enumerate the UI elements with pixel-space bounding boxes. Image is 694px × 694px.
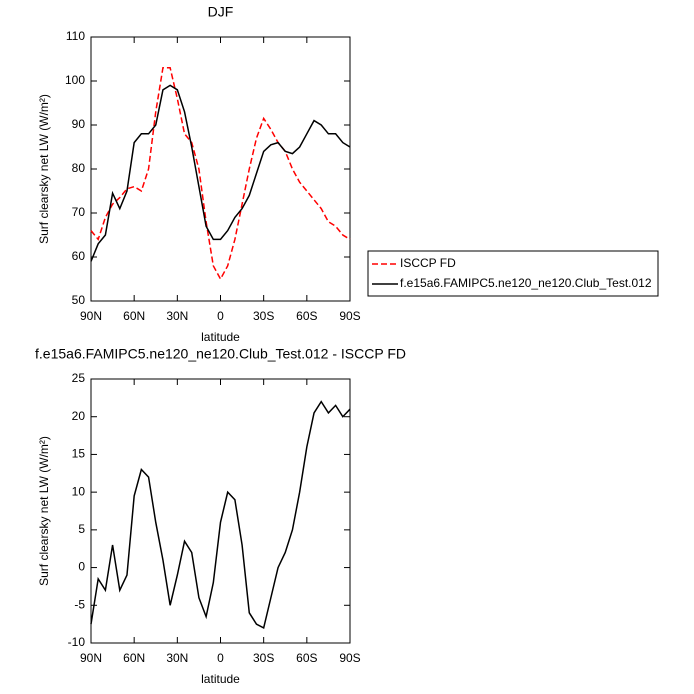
x-tick-label: 90S <box>339 651 360 665</box>
legend-label: f.e15a6.FAMIPC5.ne120_ne120.Club_Test.01… <box>400 276 652 290</box>
y-tick-label: 50 <box>72 293 86 307</box>
plot-frame <box>90 36 351 302</box>
y-tick-label: 20 <box>72 409 86 423</box>
legend-box <box>367 250 659 297</box>
y-tick-label: 0 <box>78 560 85 574</box>
x-axis-label: latitude <box>201 330 240 344</box>
y-tick-label: 10 <box>72 484 86 498</box>
x-tick-label: 90N <box>80 651 102 665</box>
x-tick-label: 0 <box>217 651 224 665</box>
y-tick-label: -10 <box>68 635 86 649</box>
chart-title: DJF <box>208 4 234 20</box>
x-tick-label: 30N <box>166 651 188 665</box>
y-tick-label: 60 <box>72 249 86 263</box>
x-tick-label: 90S <box>339 309 360 323</box>
chart-title: f.e15a6.FAMIPC5.ne120_ne120.Club_Test.01… <box>35 346 406 362</box>
y-tick-label: 15 <box>72 447 86 461</box>
y-tick-label: 110 <box>66 29 85 43</box>
x-tick-label: 0 <box>217 309 224 323</box>
x-tick-label: 60N <box>123 309 145 323</box>
x-tick-label: 30N <box>166 309 188 323</box>
y-tick-label: 100 <box>65 73 85 87</box>
legend-label: ISCCP FD <box>400 256 456 270</box>
data-line <box>90 84 351 262</box>
y-axis-label: Surf clearsky net LW (W/m²) <box>37 436 51 586</box>
y-tick-label: 90 <box>72 117 86 131</box>
x-tick-label: 60N <box>123 651 145 665</box>
y-tick-label: -5 <box>74 597 85 611</box>
y-tick-label: 80 <box>72 161 86 175</box>
x-tick-label: 30S <box>253 309 274 323</box>
data-line <box>90 400 351 630</box>
plot-frame <box>90 378 351 644</box>
y-tick-label: 70 <box>72 205 86 219</box>
y-tick-label: 5 <box>78 522 85 536</box>
x-tick-label: 90N <box>80 309 102 323</box>
y-axis-label: Surf clearsky net LW (W/m²) <box>37 94 51 244</box>
x-tick-label: 30S <box>253 651 274 665</box>
x-tick-label: 60S <box>296 309 317 323</box>
y-tick-label: 25 <box>72 371 86 385</box>
x-axis-label: latitude <box>201 672 240 686</box>
x-tick-label: 60S <box>296 651 317 665</box>
